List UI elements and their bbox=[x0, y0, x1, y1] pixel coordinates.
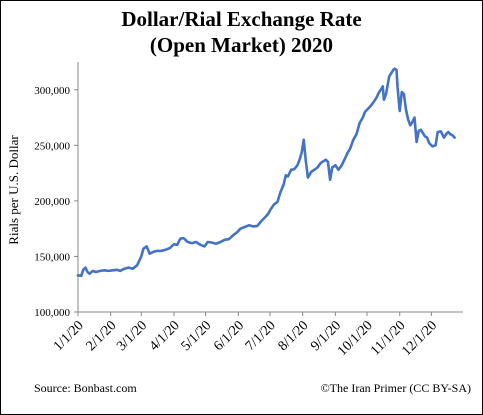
chart-title-line-2: (Open Market) 2020 bbox=[149, 33, 334, 57]
series-layer bbox=[76, 67, 456, 278]
source-note: Source: Bonbast.com bbox=[34, 381, 137, 395]
axes bbox=[77, 62, 463, 313]
x-tick-label: 8/1/20 bbox=[276, 318, 312, 354]
x-tick-label: 3/1/20 bbox=[114, 318, 150, 354]
y-tick-label: 250,000 bbox=[34, 140, 70, 152]
x-axis-ticks: 1/1/202/1/203/1/204/1/205/1/206/1/207/1/… bbox=[51, 312, 440, 359]
x-tick-label: 10/1/20 bbox=[335, 318, 376, 359]
chart-title: Dollar/Rial Exchange Rate (Open Market) … bbox=[0, 6, 483, 58]
y-tick-label: 200,000 bbox=[34, 196, 70, 208]
y-tick-label: 300,000 bbox=[34, 85, 70, 97]
x-tick-label: 12/1/20 bbox=[399, 318, 440, 359]
exchange-rate-line bbox=[76, 67, 456, 278]
x-tick-label: 1/1/20 bbox=[51, 318, 87, 354]
y-tick-label: 100,000 bbox=[34, 307, 70, 319]
x-tick-label: 2/1/20 bbox=[84, 318, 120, 354]
credit-note: ©The Iran Primer (CC BY-SA) bbox=[320, 381, 471, 395]
x-tick-label: 7/1/20 bbox=[243, 318, 279, 354]
x-tick-label: 6/1/20 bbox=[211, 318, 247, 354]
y-tick-label: 150,000 bbox=[34, 251, 70, 263]
y-axis-label: Rials per U.S. Dollar bbox=[6, 135, 21, 245]
chart-title-line-1: Dollar/Rial Exchange Rate bbox=[121, 7, 362, 31]
x-tick-label: 5/1/20 bbox=[179, 318, 215, 354]
y-axis-ticks: 100,000 150,000 200,000 250,000 300,000 bbox=[34, 85, 78, 319]
x-tick-label: 4/1/20 bbox=[147, 318, 183, 354]
